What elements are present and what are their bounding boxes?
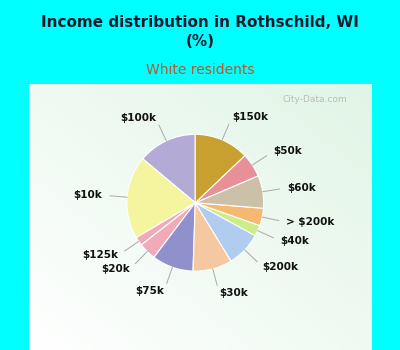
Wedge shape <box>193 203 231 271</box>
Text: City-Data.com: City-Data.com <box>283 96 347 104</box>
Text: $200k: $200k <box>263 262 299 272</box>
Wedge shape <box>127 159 195 238</box>
Wedge shape <box>195 176 264 208</box>
Wedge shape <box>154 203 195 271</box>
Text: $30k: $30k <box>219 288 248 298</box>
Wedge shape <box>195 203 264 225</box>
Text: $20k: $20k <box>101 264 130 274</box>
Wedge shape <box>195 203 260 236</box>
Text: $100k: $100k <box>120 113 156 124</box>
Text: $125k: $125k <box>82 250 118 260</box>
Text: $50k: $50k <box>273 147 302 156</box>
Wedge shape <box>143 134 195 203</box>
Wedge shape <box>195 134 245 203</box>
Wedge shape <box>195 155 258 203</box>
Wedge shape <box>136 203 195 245</box>
Text: $40k: $40k <box>280 236 309 246</box>
Text: White residents: White residents <box>146 63 254 77</box>
Wedge shape <box>195 203 255 261</box>
Text: $75k: $75k <box>135 286 164 295</box>
Text: > $200k: > $200k <box>286 217 335 227</box>
Wedge shape <box>141 203 195 257</box>
Text: $60k: $60k <box>287 183 316 193</box>
Text: Income distribution in Rothschild, WI
(%): Income distribution in Rothschild, WI (%… <box>41 15 359 49</box>
Text: $150k: $150k <box>232 112 268 122</box>
Text: $10k: $10k <box>74 190 102 200</box>
